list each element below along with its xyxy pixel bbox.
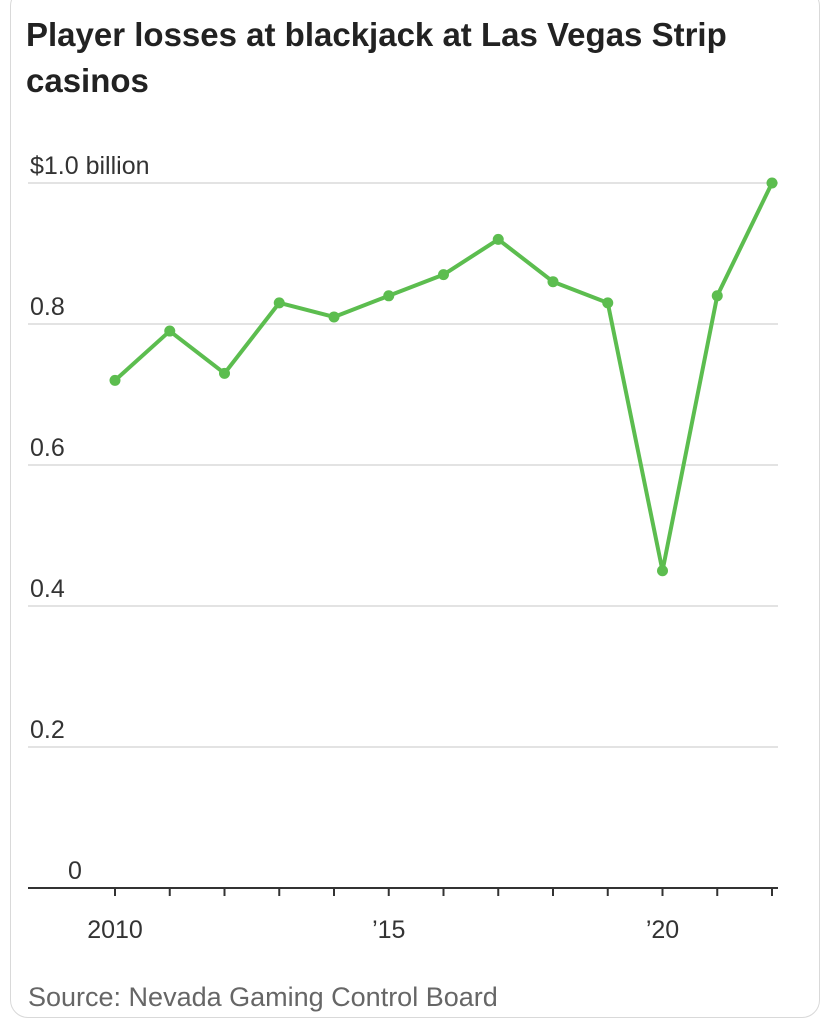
- data-point: [383, 290, 395, 302]
- data-point: [602, 297, 614, 309]
- chart-card: [10, 0, 820, 1018]
- y-tick-label: 0: [68, 857, 82, 885]
- y-tick-label: 0.2: [30, 716, 65, 744]
- chart-title: Player losses at blackjack at Las Vegas …: [26, 16, 727, 99]
- data-point: [109, 374, 121, 386]
- source-note: Source: Nevada Gaming Control Board: [28, 982, 498, 1012]
- data-point: [547, 276, 559, 288]
- x-tick-label: 2010: [87, 916, 143, 944]
- data-point: [657, 565, 668, 577]
- data-point: [492, 233, 504, 245]
- data-point: [766, 177, 778, 189]
- y-tick-label: 0.6: [30, 434, 65, 462]
- y-tick-label: $1.0 billion: [30, 152, 150, 180]
- data-point: [273, 297, 285, 309]
- x-tick-label: ’20: [646, 916, 679, 944]
- data-point: [219, 367, 230, 379]
- y-tick-label: 0.8: [30, 293, 65, 321]
- y-tick-label: 0.4: [30, 575, 65, 603]
- data-point: [711, 290, 723, 302]
- data-point: [438, 269, 449, 281]
- series-line: [113, 181, 774, 573]
- data-point: [328, 311, 340, 323]
- data-point: [164, 325, 176, 337]
- x-tick-label: ’15: [372, 916, 405, 944]
